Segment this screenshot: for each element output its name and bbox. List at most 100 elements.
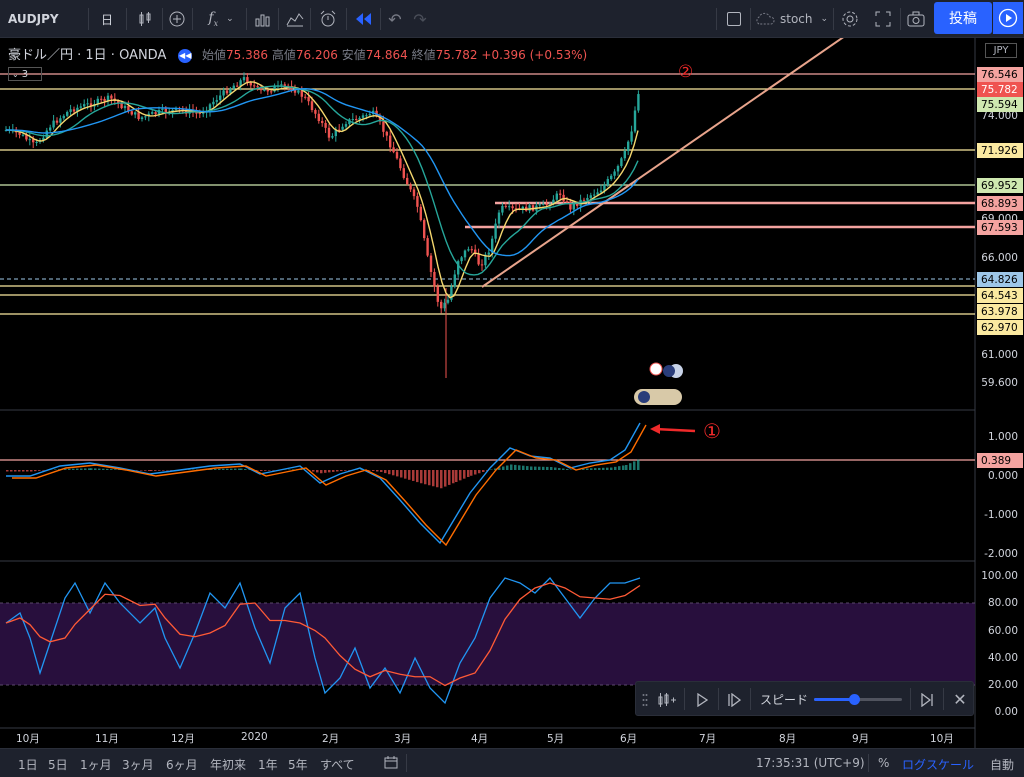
candle-body <box>62 115 65 119</box>
range-5d[interactable]: 5日 <box>48 758 68 772</box>
macd-axis-label: 1.000 <box>987 431 1018 443</box>
price-tag[interactable]: 75.782 <box>977 82 1023 97</box>
annotation-marker-2[interactable]: ② <box>678 62 694 82</box>
price-tag[interactable]: 62.970 <box>977 320 1023 335</box>
layout-button[interactable] <box>722 0 746 38</box>
undo-button[interactable]: ↶ <box>383 0 407 38</box>
range-3m[interactable]: 3ヶ月 <box>122 758 154 772</box>
event-markers[interactable] <box>634 362 683 405</box>
candle-body <box>45 130 48 138</box>
ma-mid-line[interactable] <box>5 85 639 276</box>
price-axis-label: 66.000 <box>981 252 1018 264</box>
macd-histogram-bar <box>110 469 113 470</box>
ma-slow-line[interactable] <box>6 87 639 257</box>
macd-axis-label: 0.000 <box>987 470 1018 482</box>
candle-body <box>263 89 266 91</box>
select-bar-button[interactable] <box>654 682 680 717</box>
stoch-d-line[interactable] <box>5 582 641 687</box>
live-play-button[interactable] <box>993 2 1023 34</box>
price-tag[interactable]: 64.826 <box>977 272 1023 287</box>
fullscreen-button[interactable] <box>870 0 896 38</box>
divider <box>750 688 751 710</box>
chart-properties-button[interactable] <box>282 0 308 38</box>
price-tag[interactable]: 68.893 <box>977 196 1023 211</box>
price-tag[interactable]: 76.546 <box>977 67 1023 82</box>
indicator-toggle[interactable]: ⌄ 3 <box>8 67 42 81</box>
candle-body <box>229 88 232 94</box>
macd-tag[interactable]: 0.389 <box>977 453 1023 468</box>
time-axis-label: 2020 <box>241 731 268 743</box>
compare-button[interactable] <box>164 0 190 38</box>
macd-histogram-bar <box>618 466 621 470</box>
macd-histogram-bar <box>68 468 71 470</box>
macd-histogram-bar <box>566 469 569 470</box>
price-tag[interactable]: 75.594 <box>977 97 1023 112</box>
macd-histogram-bar <box>590 468 593 470</box>
chart-area[interactable]: 豪ドル／円 · 1日 · OANDA ◀◀ 始値75.386 高値76.206 … <box>0 38 1024 748</box>
arrow-annotation[interactable] <box>654 427 696 433</box>
chart-canvas[interactable] <box>0 38 1024 748</box>
event-flag-icon[interactable] <box>649 362 663 376</box>
price-tag[interactable]: 64.543 <box>977 288 1023 303</box>
interval-button[interactable]: 日 <box>94 0 120 38</box>
range-1y[interactable]: 1年 <box>258 758 278 772</box>
trendline[interactable] <box>481 38 845 288</box>
indicators-button[interactable]: fx ⌄ <box>198 0 244 38</box>
close-replay-button[interactable]: ✕ <box>946 682 974 717</box>
replay-badge-icon[interactable]: ◀◀ <box>178 48 193 63</box>
speed-slider[interactable] <box>814 694 902 705</box>
settings-button[interactable] <box>837 0 863 38</box>
save-layout-button[interactable]: stoch ⌄ <box>754 0 830 38</box>
stoch-axis-label: 40.00 <box>987 652 1018 664</box>
range-1d[interactable]: 1日 <box>18 758 38 772</box>
log-scale-toggle[interactable]: ログスケール <box>902 758 975 772</box>
auto-scale-toggle[interactable]: 自動 <box>990 758 1015 772</box>
price-tag[interactable]: 69.952 <box>977 178 1023 193</box>
stoch-k-line[interactable] <box>5 577 641 705</box>
snapshot-button[interactable] <box>903 0 929 38</box>
divider <box>88 8 89 30</box>
publish-button[interactable]: 投稿 <box>934 2 992 34</box>
alert-button[interactable] <box>314 0 342 38</box>
candle-body <box>25 134 28 140</box>
price-tag[interactable]: 71.926 <box>977 143 1023 158</box>
candle-body <box>457 261 460 275</box>
jump-realtime-button[interactable] <box>913 682 941 717</box>
macd-signal-line[interactable] <box>12 424 647 547</box>
add-circle-icon <box>169 11 185 27</box>
range-6m[interactable]: 6ヶ月 <box>166 758 198 772</box>
candle-style-button[interactable] <box>132 0 158 38</box>
price-tag[interactable]: 67.593 <box>977 220 1023 235</box>
replay-forward-button[interactable] <box>720 682 748 717</box>
range-1m[interactable]: 1ヶ月 <box>80 758 112 772</box>
macd-histogram-bar <box>400 470 403 478</box>
range-ytd[interactable]: 年初来 <box>210 758 247 772</box>
templates-button[interactable] <box>250 0 276 38</box>
percent-toggle[interactable]: % <box>878 756 890 770</box>
candle-body <box>453 274 456 287</box>
annotation-marker-1[interactable]: ① <box>703 419 721 443</box>
drag-handle[interactable] <box>638 682 652 717</box>
event-flag-icon[interactable] <box>638 391 650 403</box>
candle-body <box>416 196 419 207</box>
replay-button[interactable] <box>350 0 378 38</box>
event-flag-icon[interactable] <box>663 365 675 377</box>
candle-body <box>409 184 412 190</box>
price-tag[interactable]: 63.978 <box>977 304 1023 319</box>
candle-body <box>521 206 524 209</box>
macd-histogram-bar <box>570 469 573 470</box>
range-5y[interactable]: 5年 <box>288 758 308 772</box>
clock[interactable]: 17:35:31 (UTC+9) <box>756 756 865 770</box>
replay-play-button[interactable] <box>688 682 716 717</box>
macd-histogram-bar <box>554 467 557 470</box>
ma-fast-line[interactable] <box>5 81 639 299</box>
macd-histogram-bar <box>594 468 597 470</box>
redo-button[interactable]: ↷ <box>408 0 432 38</box>
goto-date-button[interactable] <box>384 755 398 772</box>
macd-histogram-bar <box>582 468 585 470</box>
speed-slider-handle[interactable] <box>848 694 860 705</box>
macd-histogram-bar <box>510 464 513 470</box>
symbol-search[interactable]: AUDJPY <box>8 0 78 38</box>
range-all[interactable]: すべて <box>320 758 355 772</box>
macd-histogram-bar <box>222 468 225 470</box>
